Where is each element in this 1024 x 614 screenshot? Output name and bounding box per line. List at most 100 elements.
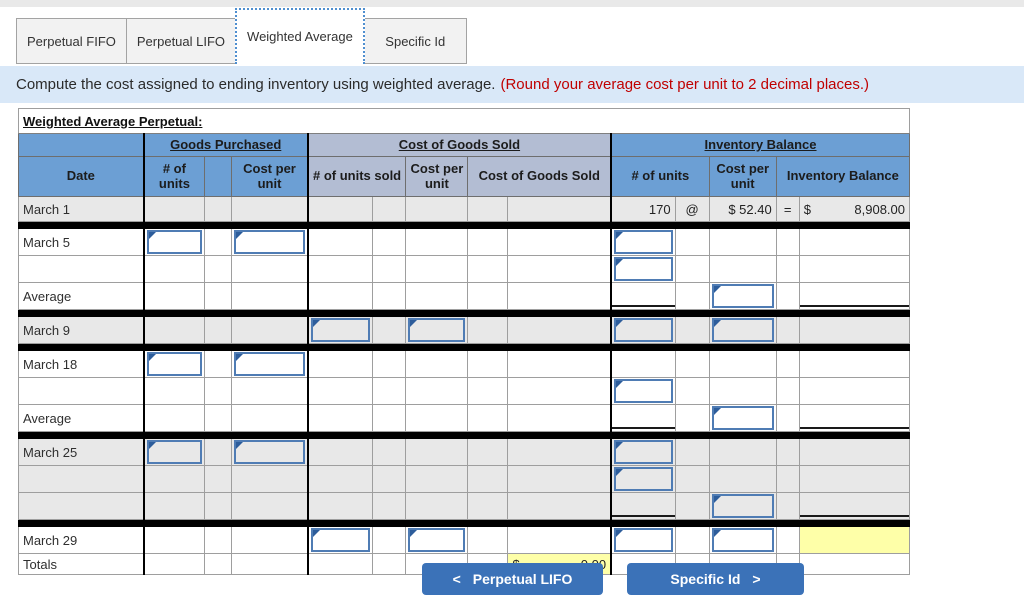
cell-ib_units <box>610 255 676 283</box>
cell-cgs_at <box>372 350 407 378</box>
cell-ib_at <box>674 465 710 493</box>
separator-row <box>18 309 910 317</box>
date-cell <box>17 465 145 493</box>
cell-gp_cost <box>231 465 309 493</box>
row-march-29: March 29 <box>17 526 911 554</box>
group-header-label: Goods Purchased <box>170 136 282 152</box>
cell-cgs_cost <box>405 255 469 283</box>
date-cell: March 25 <box>17 438 145 466</box>
next-tab-button[interactable]: Specific Id > <box>627 563 804 595</box>
input-ib_cost[interactable] <box>711 406 774 430</box>
input-gp_cost[interactable] <box>234 352 305 376</box>
cell-cgs_total <box>507 377 612 405</box>
worksheet-title-cell: Weighted Average Perpetual: <box>18 108 910 134</box>
input-ib_cost[interactable] <box>711 318 774 342</box>
tab-weighted-average[interactable]: Weighted Average <box>235 8 365 64</box>
date-cell <box>17 255 145 283</box>
cell-cgs_at <box>372 438 407 466</box>
input-ib_cost[interactable] <box>711 494 774 518</box>
input-cgs_units[interactable] <box>310 528 371 552</box>
currency-symbol: $ <box>803 201 811 217</box>
cell-ib_total <box>798 492 911 520</box>
group-header-inventory-balance: Inventory Balance <box>610 133 911 157</box>
cell-cgs_total <box>507 465 612 493</box>
cell-cgs_eq <box>467 350 509 378</box>
cell-ib_cost <box>708 492 777 520</box>
cell-cgs_cost <box>405 316 469 344</box>
cell-ib_units <box>610 228 676 256</box>
cell-cgs_total <box>507 196 612 222</box>
group-header-label: Inventory Balance <box>704 136 817 152</box>
row-march-1: March 1 170 @ $ 52.40 = $8,908.00 <box>17 196 911 222</box>
cell-gp_cost <box>231 282 309 310</box>
cell-ib_cost <box>708 228 777 256</box>
cell-ib_at <box>674 526 710 554</box>
cell-ib_eq: = <box>775 196 800 222</box>
tab-perpetual-lifo[interactable]: Perpetual LIFO <box>125 18 237 64</box>
input-ib_units[interactable] <box>614 528 673 552</box>
cell-ib_eq <box>775 282 800 310</box>
cell-cgs_units <box>306 228 374 256</box>
cell-ib_units <box>610 492 676 520</box>
input-ib_cost[interactable] <box>711 284 774 308</box>
input-ib_units[interactable] <box>614 467 673 491</box>
currency-value: $8,908.00 <box>804 202 905 217</box>
date-cell: Totals <box>17 553 145 575</box>
cell-cgs_units <box>306 350 374 378</box>
input-cgs_units[interactable] <box>310 318 371 342</box>
column-header-inventory-balance: Inventory Balance <box>775 156 911 197</box>
cell-ib_total <box>798 316 911 344</box>
cell-ib_total <box>798 553 911 575</box>
cell-gp_cost <box>231 316 309 344</box>
date-cell: March 29 <box>17 526 145 554</box>
cell-ib_total <box>798 282 911 310</box>
input-cgs_cost[interactable] <box>408 318 466 342</box>
cell-cgs_eq <box>467 377 509 405</box>
cell-cgs_units <box>306 404 374 432</box>
cell-cgs_cost <box>405 350 469 378</box>
cell-gp_at <box>204 404 233 432</box>
tab-label: Weighted Average <box>247 28 353 44</box>
separator-bar <box>18 221 910 229</box>
cell-cgs_at <box>372 255 407 283</box>
input-cgs_cost[interactable] <box>408 528 466 552</box>
cell-ib_eq <box>775 350 800 378</box>
group-header-blank <box>17 133 145 157</box>
cell-ib_total <box>798 350 911 378</box>
cell-gp_units <box>142 438 206 466</box>
input-gp_cost[interactable] <box>234 230 305 254</box>
cell-cgs_cost <box>405 282 469 310</box>
cell-cgs_total <box>507 404 612 432</box>
input-ib_units[interactable] <box>614 440 673 464</box>
prev-tab-button[interactable]: < Perpetual LIFO <box>422 563 603 595</box>
tab-perpetual-fifo[interactable]: Perpetual FIFO <box>16 18 127 64</box>
cell-ib_cost <box>708 404 777 432</box>
cell-gp_at <box>204 255 233 283</box>
cell-ib_cost <box>708 465 777 493</box>
cell-gp_units <box>142 196 206 222</box>
input-ib_units[interactable] <box>614 379 673 403</box>
input-gp_units[interactable] <box>146 230 203 254</box>
input-ib_units[interactable] <box>614 257 673 281</box>
input-ib_units[interactable] <box>614 230 673 254</box>
cell-ib_eq <box>775 526 800 554</box>
input-gp_units[interactable] <box>146 440 203 464</box>
cell-ib_at <box>674 228 710 256</box>
cell-ib_eq <box>775 404 800 432</box>
input-gp_units[interactable] <box>146 352 203 376</box>
cell-gp_units <box>142 228 206 256</box>
worksheet-title: Weighted Average Perpetual: <box>23 113 203 129</box>
tab-specific-id[interactable]: Specific Id <box>363 18 467 64</box>
cell-gp_at <box>204 228 233 256</box>
cell-ib_at <box>674 350 710 378</box>
cell-cgs_total <box>507 350 612 378</box>
cell-ib_eq <box>775 438 800 466</box>
date-cell: March 1 <box>17 196 145 222</box>
input-gp_cost[interactable] <box>234 440 305 464</box>
cell-gp_at <box>204 526 233 554</box>
weighted-average-table: Weighted Average Perpetual: Goods Purchas… <box>17 108 911 575</box>
instruction-banner: Compute the cost assigned to ending inve… <box>0 66 1024 103</box>
input-ib_cost[interactable] <box>711 528 774 552</box>
input-ib_units[interactable] <box>614 318 673 342</box>
separator-bar <box>18 519 910 527</box>
